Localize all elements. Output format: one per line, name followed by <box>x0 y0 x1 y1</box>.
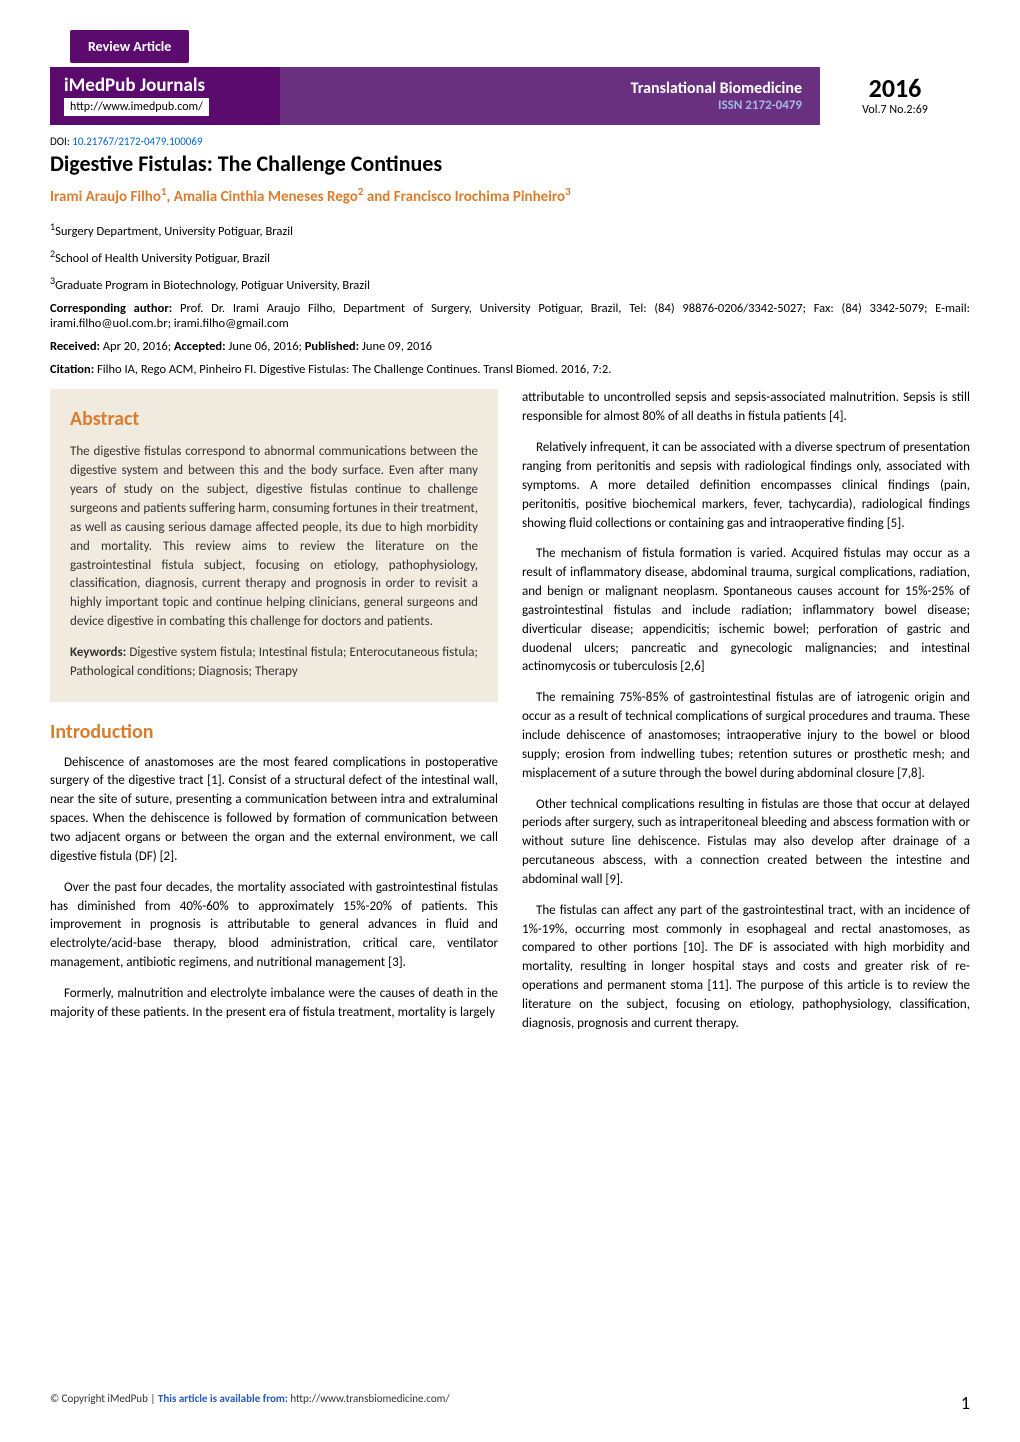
publication-name: Translational Biomedicine <box>631 79 802 98</box>
right-para-5: Other technical complications resulting … <box>522 796 970 890</box>
footer-left: © Copyright iMedPub | This article is av… <box>50 1392 450 1414</box>
abstract-heading: Abstract <box>70 407 478 431</box>
header-year-block: 2016 Vol.7 No.2:69 <box>820 67 970 125</box>
abstract-box: Abstract The digestive fistulas correspo… <box>50 389 498 701</box>
footer: © Copyright iMedPub | This article is av… <box>50 1392 970 1414</box>
aff-1-text: Surgery Department, University Potiguar,… <box>55 224 293 239</box>
received-label: Received: <box>50 339 103 354</box>
header-publication-block: Translational Biomedicine ISSN 2172-0479 <box>280 67 820 125</box>
affiliation-2: 2School of Health University Potiguar, B… <box>50 247 970 266</box>
two-column-body: Abstract The digestive fistulas correspo… <box>50 389 970 1045</box>
accepted-label: Accepted: <box>174 339 228 354</box>
keywords-text: Digestive system fistula; Intestinal fis… <box>70 645 478 679</box>
aff-3-text: Graduate Program in Biotechnology, Potig… <box>55 278 370 293</box>
author-3-sup: 3 <box>565 185 571 198</box>
header-band: iMedPub Journals http://www.imedpub.com/… <box>50 67 970 125</box>
intro-para-1: Dehiscence of anastomoses are the most f… <box>50 754 498 867</box>
journal-name: iMedPub Journals <box>64 76 266 97</box>
affiliation-3: 3Graduate Program in Biotechnology, Poti… <box>50 274 970 293</box>
author-sep-1: , Amalia Cinthia Meneses Rego <box>166 188 357 206</box>
copyright-text: © Copyright iMedPub | <box>50 1392 158 1405</box>
right-para-4: The remaining 75%-85% of gastrointestina… <box>522 689 970 783</box>
right-column: attributable to uncontrolled sepsis and … <box>522 389 970 1045</box>
available-url[interactable]: http://www.transbiomedicine.com/ <box>290 1392 449 1405</box>
right-para-2: Relatively infrequent, it can be associa… <box>522 439 970 533</box>
authors: Irami Araujo Filho1, Amalia Cinthia Mene… <box>50 185 970 206</box>
published-date: June 09, 2016 <box>362 339 432 354</box>
review-article-badge: Review Article <box>70 30 189 63</box>
header-journal-block: iMedPub Journals http://www.imedpub.com/ <box>50 67 280 125</box>
received-date: Apr 20, 2016; <box>103 339 174 354</box>
doi-prefix: DOI: <box>50 135 72 148</box>
page-number: 1 <box>961 1392 970 1414</box>
corresponding-text: Prof. Dr. Irami Araujo Filho, Department… <box>50 301 970 331</box>
aff-2-text: School of Health University Potiguar, Br… <box>55 251 270 266</box>
dates: Received: Apr 20, 2016; Accepted: June 0… <box>50 339 970 354</box>
keywords-label: Keywords: <box>70 645 129 660</box>
volume-issue: Vol.7 No.2:69 <box>832 103 958 117</box>
right-para-6: The fistulas can affect any part of the … <box>522 902 970 1034</box>
abstract-text: The digestive fistulas correspond to abn… <box>70 443 478 631</box>
keywords: Keywords: Digestive system fistula; Inte… <box>70 644 478 682</box>
doi-line: DOI: 10.21767/2172-0479.100069 <box>50 135 970 148</box>
author-sep-2: and Francisco Irochima Pinheiro <box>363 188 565 206</box>
accepted-date: June 06, 2016; <box>228 339 304 354</box>
page: Review Article iMedPub Journals http://w… <box>0 0 1020 1442</box>
journal-url[interactable]: http://www.imedpub.com/ <box>64 98 209 116</box>
article-title: Digestive Fistulas: The Challenge Contin… <box>50 150 970 177</box>
intro-para-3: Formerly, malnutrition and electrolyte i… <box>50 985 498 1023</box>
citation: Citation: Filho IA, Rego ACM, Pinheiro F… <box>50 362 970 377</box>
corresponding-author: Corresponding author: Prof. Dr. Irami Ar… <box>50 301 970 331</box>
published-label: Published: <box>305 339 362 354</box>
left-column: Abstract The digestive fistulas correspo… <box>50 389 498 1045</box>
corresponding-label: Corresponding author: <box>50 301 180 316</box>
introduction-heading: Introduction <box>50 720 498 744</box>
affiliations: 1Surgery Department, University Potiguar… <box>50 220 970 293</box>
affiliation-1: 1Surgery Department, University Potiguar… <box>50 220 970 239</box>
intro-para-2: Over the past four decades, the mortalit… <box>50 879 498 973</box>
available-label: This article is available from: <box>158 1392 290 1405</box>
right-para-3: The mechanism of fistula formation is va… <box>522 545 970 677</box>
issn: ISSN 2172-0479 <box>718 98 802 113</box>
author-1: Irami Araujo Filho <box>50 188 161 206</box>
citation-text: Filho IA, Rego ACM, Pinheiro FI. Digesti… <box>97 362 611 377</box>
right-para-1: attributable to uncontrolled sepsis and … <box>522 389 970 427</box>
citation-label: Citation: <box>50 362 97 377</box>
publication-year: 2016 <box>832 75 958 101</box>
doi-link[interactable]: 10.21767/2172-0479.100069 <box>72 135 202 148</box>
